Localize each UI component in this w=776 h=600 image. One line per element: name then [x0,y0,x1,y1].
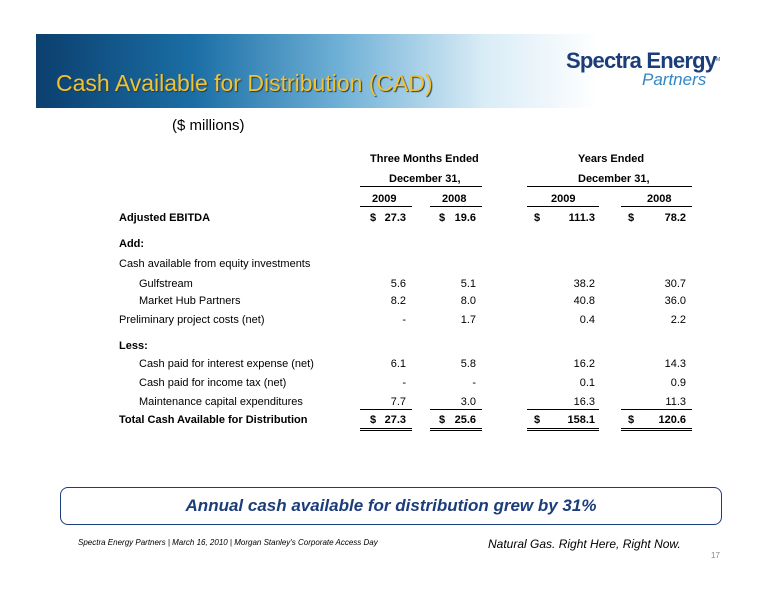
cell-q2009: 27.3 [384,212,406,224]
callout-box: Annual cash available for distribution g… [60,487,722,525]
cell-q2009: 27.3 [384,414,406,426]
cell-q2009: 8.2 [390,295,406,307]
cell-q2009: 7.7 [390,396,406,408]
total-double-underline [527,428,599,431]
header-underline-quarter [360,186,482,187]
dollar-sign: $ [439,414,446,426]
cell-y2009: 16.2 [573,358,595,370]
row-label: Market Hub Partners [139,295,241,307]
cell-y2009: 0.1 [579,377,595,389]
total-double-underline [621,428,692,431]
col-header-y2009: 2009 [551,193,576,205]
table-row-adjusted-ebitda: Adjusted EBITDA $ 27.3 $ 19.6 $ 111.3 $ … [0,212,776,230]
row-label: Cash paid for interest expense (net) [139,358,314,370]
subtotal-underline [360,409,412,410]
table-row-market-hub: Market Hub Partners 8.2 8.0 40.8 36.0 [0,295,776,313]
cell-y2008: 36.0 [664,295,686,307]
spectra-energy-partners-logo: Spectra Energy TM Partners [566,48,726,92]
cell-q2009: - [402,377,406,389]
subtotal-underline [527,409,599,410]
row-label: Less: [119,340,148,352]
dollar-sign: $ [370,414,377,426]
cell-y2009: 38.2 [573,278,595,290]
cell-q2009: - [402,314,406,326]
cell-q2008: 5.8 [460,358,476,370]
cell-y2009: 16.3 [573,396,595,408]
row-label: Add: [119,238,145,250]
page-number: 17 [711,551,720,560]
cell-y2008: 0.9 [670,377,686,389]
logo-main-text: Spectra Energy [566,48,717,73]
cell-q2009: 5.6 [390,278,406,290]
cell-q2008: 25.6 [454,414,476,426]
col-header-q2008: 2008 [442,193,467,205]
cell-y2009: 111.3 [568,212,595,224]
dollar-sign: $ [439,212,446,224]
table-row-less: Less: [0,340,776,358]
row-label: Cash available from equity investments [119,258,311,270]
table-row-interest-expense: Cash paid for interest expense (net) 6.1… [0,358,776,376]
table-row-gulfstream: Gulfstream 5.6 5.1 38.2 30.7 [0,278,776,296]
dollar-sign: $ [628,414,635,426]
total-double-underline [430,428,482,431]
dollar-sign: $ [370,212,377,224]
row-label: Cash paid for income tax (net) [139,377,287,389]
total-double-underline [360,428,412,431]
cell-y2009: 40.8 [573,295,595,307]
cell-q2008: 19.6 [454,212,476,224]
table-row-project-costs: Preliminary project costs (net) - 1.7 0.… [0,314,776,332]
row-label: Adjusted EBITDA [119,212,211,224]
cell-y2008: 30.7 [664,278,686,290]
row-label: Preliminary project costs (net) [119,314,265,326]
table-row-total-cad: Total Cash Available for Distribution $ … [0,414,776,432]
header-years: Years Ended [578,153,645,165]
cell-q2008: - [472,377,476,389]
logo-sub-text: Partners [642,70,707,89]
col-underline [430,206,482,207]
cell-y2008: 14.3 [664,358,686,370]
logo-trademark: TM [713,57,721,63]
table-row-maintenance-capex: Maintenance capital expenditures 7.7 3.0… [0,396,776,414]
table-row-equity-investments: Cash available from equity investments [0,258,776,276]
header-three-months: Three Months Ended [370,153,479,165]
dollar-sign: $ [628,212,635,224]
cell-y2009: 0.4 [579,314,595,326]
cell-q2008: 1.7 [460,314,476,326]
cell-q2008: 3.0 [460,396,476,408]
row-label: Total Cash Available for Distribution [119,414,308,426]
subtotal-underline [621,409,692,410]
cell-y2008: 78.2 [664,212,686,224]
dollar-sign: $ [534,414,541,426]
col-underline [621,206,692,207]
row-label: Maintenance capital expenditures [139,396,303,408]
cell-y2008: 120.6 [658,414,686,426]
cell-q2008: 8.0 [460,295,476,307]
footer-event-text: Spectra Energy Partners | March 16, 2010… [78,538,378,547]
cell-y2008: 2.2 [670,314,686,326]
header-date-year: December 31, [578,173,650,185]
col-header-q2009: 2009 [372,193,397,205]
footer-tagline: Natural Gas. Right Here, Right Now. [488,537,681,551]
col-underline [360,206,412,207]
header-date-quarter: December 31, [389,173,461,185]
header-underline-year [527,186,692,187]
table-row-income-tax: Cash paid for income tax (net) - - 0.1 0… [0,377,776,395]
cell-y2009: 158.1 [567,414,595,426]
callout-text: Annual cash available for distribution g… [185,496,597,515]
subtotal-underline [430,409,482,410]
title-banner [36,34,758,108]
units-label: ($ millions) [172,117,245,134]
col-header-y2008: 2008 [647,193,672,205]
cell-q2008: 5.1 [460,278,476,290]
cell-q2009: 6.1 [390,358,406,370]
slide-title: Cash Available for Distribution (CAD) [56,70,433,96]
row-label: Gulfstream [139,278,193,290]
dollar-sign: $ [534,212,541,224]
table-row-add: Add: [0,238,776,256]
col-underline [527,206,599,207]
cell-y2008: 11.3 [665,396,686,408]
